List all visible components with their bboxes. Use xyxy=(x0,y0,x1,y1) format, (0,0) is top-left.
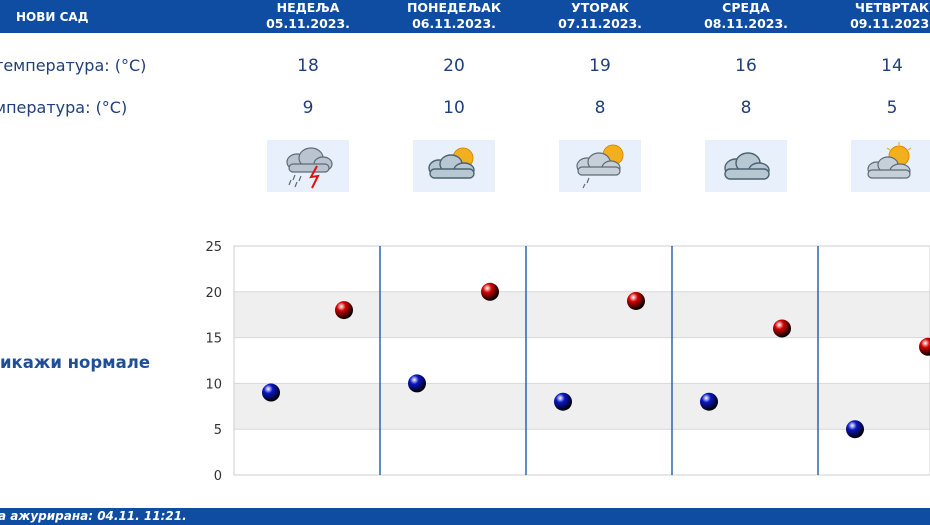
min-temp-value: 8 xyxy=(740,98,752,118)
y-tick-label: 20 xyxy=(205,286,222,301)
day-name: СРЕДА xyxy=(722,0,770,15)
header-bar: НОВИ САД НЕДЕЉА 05.11.2023. ПОНЕДЕЉАК 06… xyxy=(0,0,930,33)
max-temp-point xyxy=(335,301,353,320)
min-temp-point xyxy=(700,392,718,411)
min-temp-value: 8 xyxy=(594,98,606,118)
cloudy-icon xyxy=(705,140,787,192)
max-temp-point xyxy=(481,282,499,301)
max-temp-point xyxy=(627,291,645,310)
partly-cloudy-icon xyxy=(851,140,930,192)
max-temp-value: 14 xyxy=(881,56,903,76)
show-normals-link[interactable]: икажи нормале xyxy=(0,353,151,372)
day-header-3: УТОРАК 07.11.2023. xyxy=(540,0,660,32)
min-temp-point xyxy=(554,392,572,411)
max-temp-point xyxy=(773,319,791,338)
day-date: 08.11.2023. xyxy=(704,16,788,31)
day-date: 07.11.2023. xyxy=(558,16,642,31)
partly-cloudy-rain-icon xyxy=(559,140,641,192)
min-temp-point xyxy=(408,374,426,393)
day-name: ЧЕТВРТАК xyxy=(854,0,930,15)
y-tick-label: 0 xyxy=(214,469,222,484)
y-tick-label: 10 xyxy=(205,377,222,392)
y-tick-label: 25 xyxy=(205,240,222,255)
min-temp-value: 10 xyxy=(443,98,465,118)
partly-cloudy-icon xyxy=(413,140,495,192)
min-temp-value: 5 xyxy=(886,98,898,118)
y-tick-label: 15 xyxy=(205,332,222,347)
day-name: УТОРАК xyxy=(571,0,629,15)
max-temp-value: 18 xyxy=(297,56,319,76)
cloud-rain-lightning-icon xyxy=(267,140,349,192)
max-temp-value: 16 xyxy=(735,56,757,76)
grid-band xyxy=(234,383,930,430)
updated-text: а ажурирана: 04.11. 11:21. xyxy=(0,509,187,523)
city-name: НОВИ САД xyxy=(16,10,89,24)
max-temp-value: 19 xyxy=(589,56,611,76)
day-header-2: ПОНЕДЕЉАК 06.11.2023. xyxy=(394,0,514,32)
min-temp-point xyxy=(846,420,864,439)
day-date: 06.11.2023. xyxy=(412,16,496,31)
y-tick-label: 5 xyxy=(214,423,222,438)
plot-border xyxy=(233,245,930,476)
min-temp-value: 9 xyxy=(302,98,314,118)
day-header-5: ЧЕТВРТАК 09.11.2023. xyxy=(832,0,930,32)
max-temp-point xyxy=(919,337,930,356)
min-temp-point xyxy=(262,383,280,402)
temperature-chart: 0 5 10 15 20 25 xyxy=(205,240,930,484)
footer-bar: а ажурирана: 04.11. 11:21. xyxy=(0,508,930,525)
day-header-4: СРЕДА 08.11.2023. xyxy=(686,0,806,32)
day-name: ПОНЕДЕЉАК xyxy=(406,0,502,15)
min-temp-label: мпература: (°C) xyxy=(0,98,128,117)
max-temp-value: 20 xyxy=(443,56,465,76)
day-date: 09.11.2023. xyxy=(850,16,930,31)
day-date: 05.11.2023. xyxy=(266,16,350,31)
day-name: НЕДЕЉА xyxy=(276,0,340,15)
max-temp-label: температура: (°C) xyxy=(0,56,147,75)
day-header-1: НЕДЕЉА 05.11.2023. xyxy=(248,0,368,32)
